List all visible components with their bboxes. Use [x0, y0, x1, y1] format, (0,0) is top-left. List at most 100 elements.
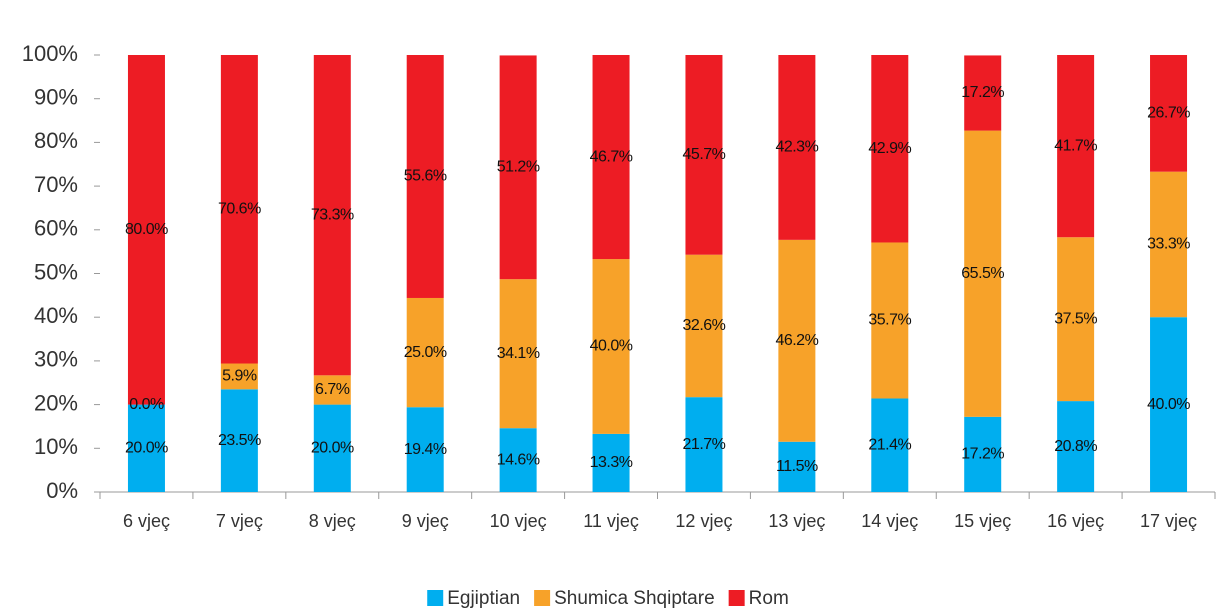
- data-label: 19.4%: [404, 441, 447, 458]
- data-label: 70.6%: [218, 200, 261, 217]
- data-label: 46.7%: [590, 148, 633, 165]
- y-tick-label: 80%: [34, 128, 78, 153]
- bar-segment: [1057, 237, 1095, 402]
- legend-swatch: [728, 590, 745, 606]
- bar-segment: [406, 55, 444, 298]
- bar-segment: [1057, 55, 1095, 238]
- x-tick-label: 7 vjeç: [216, 511, 263, 531]
- data-label: 32.6%: [683, 317, 726, 334]
- bar-segment: [778, 55, 816, 240]
- data-label: 65.5%: [961, 265, 1004, 282]
- y-tick-label: 20%: [34, 390, 78, 415]
- legend-label: Shumica Shqiptare: [554, 588, 715, 609]
- bar-segment: [871, 55, 909, 243]
- bar-segment: [964, 130, 1002, 417]
- bar-segment: [220, 55, 258, 364]
- bar-segment: [220, 363, 258, 390]
- y-tick-label: 40%: [34, 303, 78, 328]
- bar-segment: [313, 55, 351, 376]
- bar-segment: [685, 397, 723, 492]
- y-tick-label: 60%: [34, 216, 78, 241]
- bar-segment: [220, 389, 258, 492]
- bar-segment: [313, 404, 351, 492]
- x-tick-label: 13 vjeç: [768, 511, 825, 531]
- y-tick-label: 50%: [34, 259, 78, 284]
- y-tick-label: 0%: [46, 478, 78, 503]
- data-label: 45.7%: [683, 146, 726, 163]
- y-tick-label: 70%: [34, 172, 78, 197]
- legend-item: Rom: [728, 588, 789, 609]
- data-label: 26.7%: [1147, 105, 1190, 122]
- y-tick-label: 100%: [22, 41, 78, 66]
- data-label: 33.3%: [1147, 236, 1190, 253]
- bar-segment: [592, 55, 630, 260]
- bar-segment: [499, 279, 537, 429]
- legend-label: Rom: [749, 588, 789, 609]
- data-label: 42.3%: [775, 139, 818, 156]
- bar-segment: [592, 259, 630, 434]
- data-label: 5.9%: [222, 368, 257, 385]
- data-label: 40.0%: [590, 338, 633, 355]
- x-tick-label: 15 vjeç: [954, 511, 1011, 531]
- data-label: 17.2%: [961, 446, 1004, 463]
- x-tick-label: 8 vjeç: [309, 511, 356, 531]
- data-label: 41.7%: [1054, 137, 1097, 154]
- data-label: 14.6%: [497, 451, 540, 468]
- data-label: 35.7%: [868, 312, 911, 329]
- data-label: 73.3%: [311, 206, 354, 223]
- bar-segment: [778, 239, 816, 442]
- bar-segment: [1150, 55, 1188, 172]
- data-label: 34.1%: [497, 345, 540, 362]
- bar-segment: [499, 428, 537, 492]
- bar-segment: [964, 416, 1002, 492]
- data-label: 51.2%: [497, 159, 540, 176]
- bar-segment: [499, 55, 537, 280]
- x-tick-label: 11 vjeç: [583, 511, 639, 531]
- x-tick-label: 6 vjeç: [123, 511, 170, 531]
- bar-segment: [406, 407, 444, 492]
- y-tick-label: 30%: [34, 347, 78, 372]
- bar-segment: [685, 55, 723, 255]
- legend-swatch: [427, 590, 444, 606]
- legend-label: Egjiptian: [447, 588, 520, 609]
- data-label: 20.0%: [125, 440, 168, 457]
- data-label: 21.4%: [868, 436, 911, 453]
- data-label: 40.0%: [1147, 396, 1190, 413]
- data-label: 6.7%: [315, 381, 350, 398]
- x-tick-label: 16 vjeç: [1047, 511, 1104, 531]
- data-label: 42.9%: [868, 140, 911, 157]
- bar-segment: [871, 242, 909, 399]
- bar-segment: [1150, 317, 1188, 492]
- y-tick-label: 90%: [34, 85, 78, 110]
- bar-segment: [406, 297, 444, 408]
- x-tick-label: 14 vjeç: [861, 511, 918, 531]
- data-label: 37.5%: [1054, 310, 1097, 327]
- bar-segment: [313, 375, 351, 405]
- bar-segment: [1057, 401, 1095, 492]
- x-tick-label: 12 vjeç: [675, 511, 732, 531]
- bar-segment: [871, 398, 909, 492]
- legend-swatch: [534, 590, 551, 606]
- bar-segment: [1150, 171, 1188, 318]
- legend-item: Shumica Shqiptare: [534, 588, 715, 609]
- legend-item: Egjiptian: [427, 588, 520, 609]
- data-label: 17.2%: [961, 84, 1004, 101]
- x-tick-label: 17 vjeç: [1140, 511, 1197, 531]
- y-tick-label: 10%: [34, 434, 78, 459]
- data-label: 46.2%: [775, 332, 818, 349]
- bar-segment: [592, 433, 630, 492]
- data-label: 55.6%: [404, 168, 447, 185]
- data-label: 11.5%: [776, 458, 818, 475]
- data-label: 80.0%: [125, 221, 168, 238]
- data-label: 21.7%: [683, 436, 726, 453]
- data-label: 25.0%: [404, 344, 447, 361]
- bar-segment: [685, 254, 723, 398]
- bar-segment: [127, 404, 165, 492]
- data-label: 0.0%: [129, 396, 164, 413]
- data-label: 20.0%: [311, 440, 354, 457]
- data-label: 20.8%: [1054, 438, 1097, 455]
- data-label: 23.5%: [218, 432, 261, 449]
- x-tick-label: 10 vjeç: [490, 511, 547, 531]
- bar-segment: [127, 55, 165, 405]
